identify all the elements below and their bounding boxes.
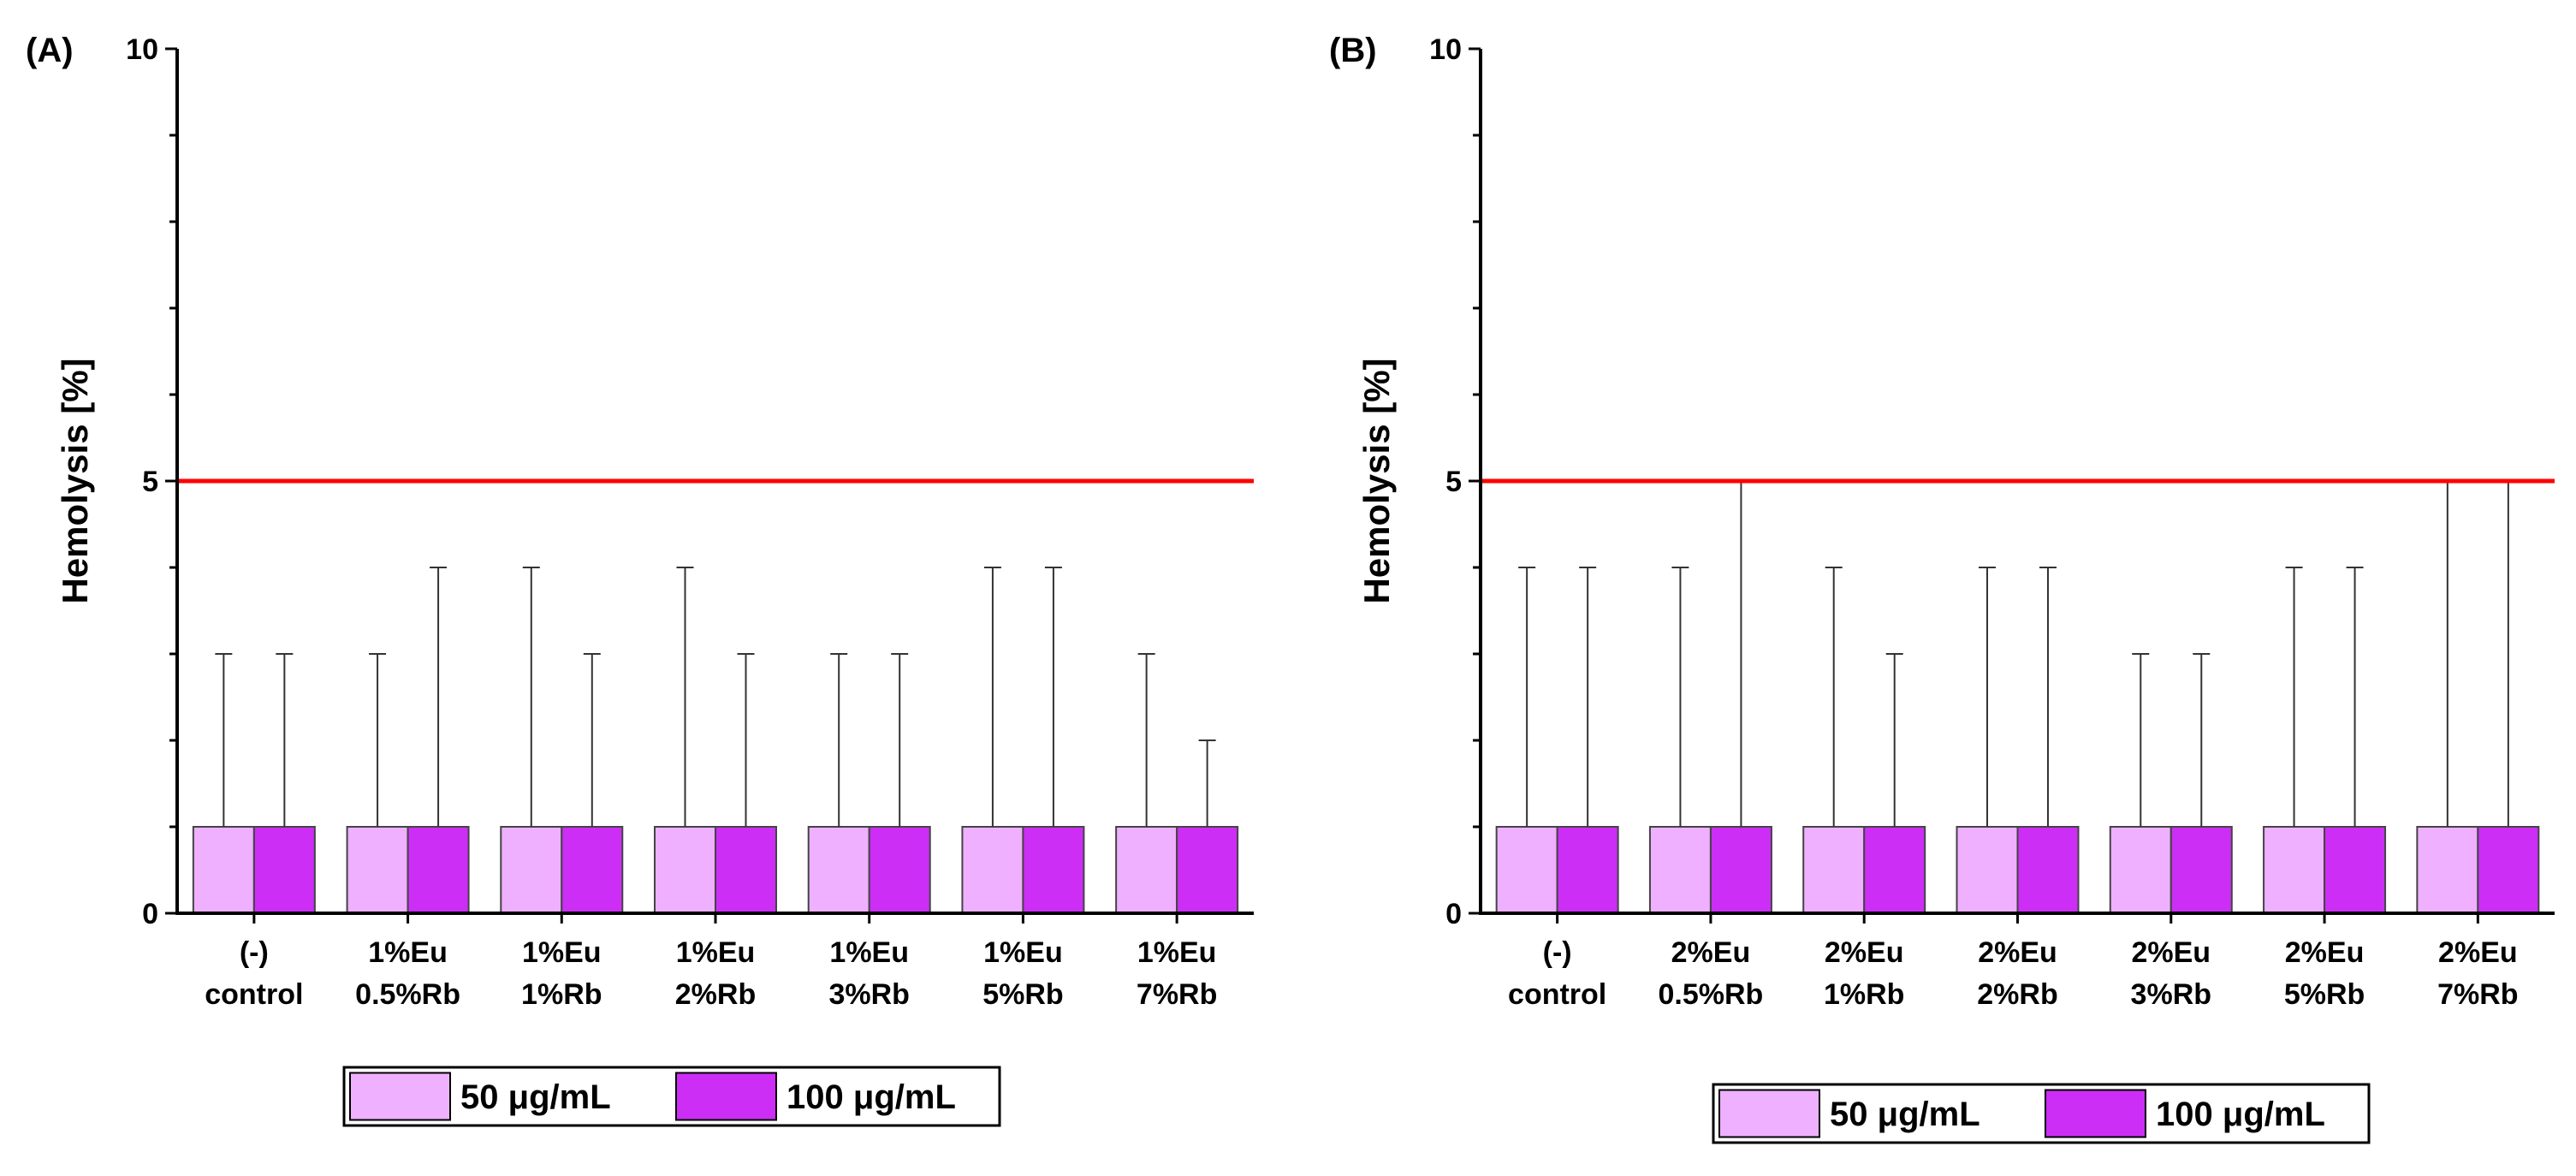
bar-50-6 <box>961 826 1024 914</box>
x-category-label: 1%Eu <box>1137 936 1217 969</box>
x-category-label: 2%Eu <box>1978 936 2057 969</box>
bar-100-2 <box>407 826 470 914</box>
x-category-label: 0.5%Rb <box>355 978 460 1011</box>
y-axis-title: Hemolysis [%] <box>55 358 95 603</box>
x-category-label: 2%Eu <box>2131 936 2211 969</box>
bar-100-5 <box>868 826 931 914</box>
x-category-label: 2%Eu <box>2438 936 2518 969</box>
y-tick-label: 0 <box>1445 898 1462 930</box>
y-tick-label: 5 <box>142 466 158 498</box>
x-category-label: 7%Rb <box>1137 978 1217 1011</box>
bar-50-5 <box>807 826 870 914</box>
x-category-label: control <box>205 978 303 1011</box>
bar-100-7 <box>1176 826 1239 914</box>
legend-swatch-100 <box>2045 1089 2146 1138</box>
bar-100-1 <box>1556 826 1619 914</box>
bar-50-5 <box>2109 826 2172 914</box>
x-category-label: (-) <box>1543 936 1572 969</box>
legend-swatch-50 <box>1718 1089 1820 1138</box>
bar-100-5 <box>2169 826 2233 914</box>
x-category-label: 2%Eu <box>1671 936 1751 969</box>
bar-100-6 <box>2324 826 2387 914</box>
bar-100-4 <box>715 826 777 914</box>
x-category-label: 2%Rb <box>675 978 756 1011</box>
bar-50-3 <box>1802 826 1866 914</box>
x-category-label: 5%Rb <box>982 978 1063 1011</box>
legend-swatch-50 <box>349 1072 451 1121</box>
panel-label: (A) <box>26 32 74 69</box>
legend: 50 μg/mL 100 μg/mL <box>1712 1083 2371 1144</box>
bar-50-2 <box>346 826 409 914</box>
legend-label-100: 100 μg/mL <box>786 1078 956 1116</box>
legend-box <box>1712 1083 2371 1144</box>
y-axis-title: Hemolysis [%] <box>1356 358 1397 603</box>
x-category-label: 3%Rb <box>2131 978 2211 1011</box>
bar-50-1 <box>1495 826 1558 914</box>
x-category-label: 7%Rb <box>2437 978 2518 1011</box>
legend-label-50: 50 μg/mL <box>1830 1096 1980 1133</box>
bar-100-4 <box>2016 826 2080 914</box>
x-category-label: 1%Eu <box>368 936 448 969</box>
x-category-label: 3%Rb <box>828 978 909 1011</box>
bar-50-7 <box>2416 826 2479 914</box>
y-tick-label: 5 <box>1445 466 1462 498</box>
legend: 50 μg/mL 100 μg/mL <box>342 1066 1001 1127</box>
bar-50-2 <box>1648 826 1712 914</box>
panel-label: (B) <box>1329 32 1377 69</box>
legend-swatch-100 <box>675 1072 777 1121</box>
bar-100-3 <box>561 826 624 914</box>
x-category-label: 5%Rb <box>2284 978 2365 1011</box>
x-category-label: 1%Eu <box>983 936 1063 969</box>
y-tick-label: 0 <box>142 898 158 930</box>
chart-panel-b: (B) 0 5 10 Hemolysis [%] (-) control 2%Eu 0.5%Rb… <box>1329 32 2555 1144</box>
bar-50-6 <box>2263 826 2326 914</box>
x-category-label: 0.5%Rb <box>1659 978 1764 1011</box>
x-category-label: control <box>1508 978 1606 1011</box>
x-category-label: 1%Rb <box>521 978 602 1011</box>
legend-label-50: 50 μg/mL <box>460 1078 611 1116</box>
bar-50-3 <box>500 826 563 914</box>
bar-50-1 <box>192 826 255 914</box>
bar-100-1 <box>252 826 316 914</box>
bar-50-4 <box>654 826 716 914</box>
x-category-label: 1%Eu <box>829 936 909 969</box>
bar-100-2 <box>1709 826 1772 914</box>
x-category-label: 2%Eu <box>2285 936 2365 969</box>
bar-100-6 <box>1022 826 1085 914</box>
bar-100-7 <box>2477 826 2540 914</box>
x-category-label: 1%Eu <box>522 936 602 969</box>
y-tick-label: 10 <box>126 33 158 66</box>
chart-panel-a: (A) 0 5 10 Hemolysis [%] (-) control 1%Eu 0.5%Rb… <box>26 32 1254 1127</box>
x-category-label: (-) <box>240 936 269 969</box>
x-category-label: 1%Rb <box>1824 978 1904 1011</box>
bar-50-7 <box>1115 826 1178 914</box>
x-category-label: 2%Eu <box>1825 936 1904 969</box>
x-category-label: 1%Eu <box>676 936 756 969</box>
bar-100-3 <box>1863 826 1926 914</box>
legend-box <box>342 1066 1001 1127</box>
y-tick-label: 10 <box>1429 33 1462 66</box>
legend-label-100: 100 μg/mL <box>2156 1096 2325 1133</box>
x-category-label: 2%Rb <box>1977 978 2057 1011</box>
bar-50-4 <box>1956 826 2019 914</box>
